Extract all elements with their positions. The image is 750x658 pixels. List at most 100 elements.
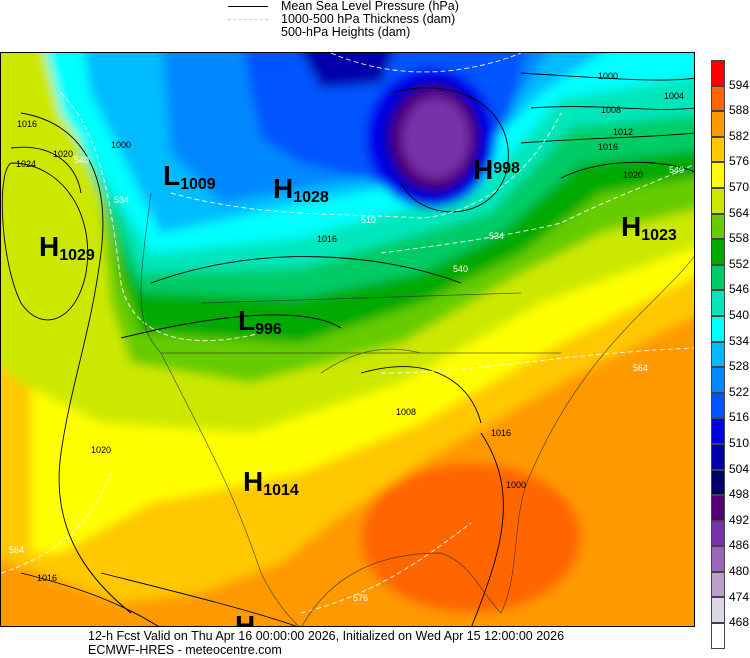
- contour-label: 1020: [623, 170, 643, 180]
- colorbar-label: 534: [729, 333, 750, 348]
- footer: 12-h Fcst Valid on Thu Apr 16 00:00:00 2…: [88, 629, 564, 657]
- colorbar-label: 588: [729, 103, 750, 118]
- contour-label: 1016: [491, 428, 511, 438]
- colorbar-label: 480: [729, 564, 750, 578]
- band-486: [403, 98, 469, 178]
- colorbar-label: 594: [729, 77, 750, 92]
- contour-label: 1016: [17, 119, 37, 129]
- contour-labels: 1016 1024 1020 540 534 510 1016 1008 101…: [9, 71, 684, 603]
- pressure-center: H1029: [39, 231, 95, 264]
- colorbar-label: 564: [729, 205, 750, 220]
- contour-label: 1024: [16, 159, 36, 169]
- height-fill: [1, 53, 694, 626]
- contour-label: 576: [353, 593, 368, 603]
- pressure-center: L1009: [163, 160, 216, 193]
- colorbar-label: 552: [729, 256, 750, 271]
- colorbar-label: 528: [729, 359, 750, 374]
- colorbar-box: [711, 495, 725, 521]
- contour-label: 1012: [613, 127, 633, 137]
- model-source-text: ECMWF-HRES - meteocentre.com: [88, 643, 282, 657]
- colorbar-label: 546: [729, 282, 750, 297]
- colorbar-label: 516: [729, 410, 750, 425]
- band-588: [361, 463, 581, 613]
- contour-label: 564: [9, 545, 24, 555]
- pressure-centers: L1009 H1028 H998 H1023 H1029 L996 H1014 …: [39, 154, 677, 627]
- contour-label: 510: [361, 215, 376, 225]
- colorbar-box: [711, 136, 725, 163]
- colorbar-box: [711, 520, 725, 547]
- colorbar-box: [711, 85, 725, 112]
- legend-item-mslp: Mean Sea Level Pressure (hPa): [228, 0, 459, 13]
- colorbar-label: 576: [729, 154, 750, 169]
- contour-label: 1000: [598, 71, 618, 81]
- contour-label: 540: [669, 165, 684, 175]
- pressure-center: H1015: [235, 610, 291, 627]
- contour-label: 540: [453, 264, 468, 274]
- colorbar-label: 558: [729, 231, 750, 246]
- solid-line-swatch: [228, 6, 268, 7]
- colorbar-box: [711, 443, 725, 470]
- colorbar-label: 582: [729, 128, 750, 143]
- pressure-center: H1014: [243, 466, 299, 499]
- band-504-north: [301, 53, 393, 88]
- pressure-center: L996: [238, 305, 282, 338]
- contour-label: 534: [114, 195, 129, 205]
- colorbar-box: [711, 264, 725, 291]
- colorbar-label: 522: [729, 384, 750, 399]
- colorbar-label: 492: [729, 512, 750, 527]
- thickness-contours: [1, 53, 694, 614]
- colorbar-label: 540: [729, 308, 750, 322]
- contour-label: 1008: [396, 407, 416, 417]
- colorbar-box: [711, 60, 725, 86]
- colorbar-box: [711, 597, 725, 624]
- mslp-contours: [1, 72, 694, 626]
- contour-label: 1020: [91, 445, 111, 455]
- contour-label: 1004: [664, 91, 684, 101]
- legend-label: 1000-500 hPa Thickness (dam): [281, 12, 456, 26]
- forecast-valid-text: 12-h Fcst Valid on Thu Apr 16 00:00:00 2…: [88, 629, 565, 643]
- contour-label: 1008: [601, 105, 621, 115]
- colorbar-label: 570: [729, 180, 750, 194]
- colorbar-box: [711, 187, 725, 214]
- map-legend: Mean Sea Level Pressure (hPa) 1000-500 h…: [228, 0, 459, 39]
- contour-label: 1016: [598, 142, 618, 152]
- colorbar-box: [711, 341, 725, 368]
- colorbar: 594 588 582 576 570 564 558 552 546 540 534 528 522 5…: [711, 60, 749, 649]
- colorbar-box: [711, 546, 725, 572]
- legend-label: 500-hPa Heights (dam): [281, 25, 411, 39]
- contour-label: 564: [633, 363, 648, 373]
- colorbar-label: 468: [729, 615, 750, 630]
- colorbar-label: 498: [729, 487, 750, 502]
- contour-label: 1000: [506, 480, 526, 490]
- colorbar-label: 504: [729, 461, 750, 476]
- colorbar-box: [711, 111, 725, 137]
- pressure-center: H1028: [273, 173, 329, 206]
- legend-item-heights: 500-hPa Heights (dam): [228, 26, 459, 39]
- coastlines-borders: [140, 192, 694, 626]
- contour-label: 534: [489, 231, 504, 241]
- colorbar-box: [711, 418, 725, 444]
- colorbar-box: [711, 239, 725, 265]
- weather-map: 1016 1024 1020 540 534 510 1016 1008 101…: [0, 52, 695, 627]
- colorbar-box: [711, 213, 725, 240]
- contour-label: 1016: [37, 573, 57, 583]
- colorbar-label: 474: [729, 589, 750, 604]
- contour-label: 1020: [53, 149, 73, 159]
- colorbar-box: [711, 571, 725, 598]
- contour-label: 1016: [317, 234, 337, 244]
- legend-item-thickness: 1000-500 hPa Thickness (dam): [228, 13, 459, 26]
- dashed-line-swatch: [228, 19, 268, 20]
- legend-label: Mean Sea Level Pressure (hPa): [281, 0, 459, 13]
- colorbar-label: 510: [729, 436, 750, 450]
- pressure-center: H1023: [621, 211, 677, 244]
- colorbar-label: 486: [729, 538, 750, 553]
- pressure-center: H998: [473, 154, 520, 185]
- colorbar-box: [711, 367, 725, 393]
- contour-label: 1000: [111, 140, 131, 150]
- contour-label: 540: [74, 155, 89, 165]
- colorbar-box: [711, 315, 725, 342]
- colorbar-box: [711, 392, 725, 419]
- colorbar-box: [711, 290, 725, 316]
- colorbar-box: [711, 469, 725, 496]
- colorbar-box: [711, 623, 725, 649]
